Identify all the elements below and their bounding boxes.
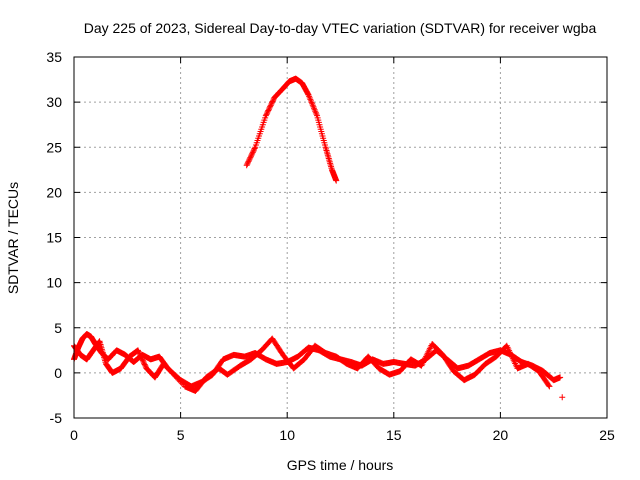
data-points <box>71 75 566 401</box>
data-point-low-track-b <box>142 362 149 369</box>
y-tick-label: 10 <box>46 275 62 291</box>
data-point-low-track-b <box>138 353 145 360</box>
data-point-low-track-b <box>546 383 553 390</box>
x-tick-label: 25 <box>599 427 615 443</box>
data-point-peak-arc <box>309 100 316 107</box>
data-point-peak-arc <box>307 96 314 103</box>
y-tick-label: 0 <box>54 365 62 381</box>
data-point-peak-arc <box>308 99 315 106</box>
data-point-low-track-b <box>545 382 552 389</box>
data-point-peak-arc <box>270 97 277 104</box>
data-point-peak-arc <box>267 102 274 109</box>
data-point-low-track-b <box>141 360 148 367</box>
data-point-peak-arc <box>269 98 276 105</box>
data-point-peak-arc <box>245 158 252 165</box>
x-tick-label: 15 <box>386 427 402 443</box>
x-tick-label: 0 <box>70 427 78 443</box>
grid <box>74 57 607 418</box>
data-point-outlier <box>559 394 566 401</box>
data-point-low-track-b <box>138 355 145 362</box>
data-point-peak-arc <box>264 108 271 115</box>
data-point-peak-arc <box>268 101 275 108</box>
data-point-low-track-b <box>139 357 146 364</box>
data-point-peak-arc <box>247 153 254 160</box>
data-point-peak-arc <box>311 106 318 113</box>
data-point-low-track-b <box>134 347 141 354</box>
data-point-low-track-b <box>137 352 144 359</box>
data-point-peak-arc <box>244 159 251 166</box>
data-point-peak-arc <box>247 154 254 161</box>
data-point-low-track-b <box>135 348 142 355</box>
data-point-peak-arc <box>312 108 319 115</box>
axes: 0 5 10 15 20 25 -5 0 5 10 15 20 25 30 35 <box>46 49 615 443</box>
data-point-peak-arc <box>251 145 258 152</box>
y-axis-label: SDTVAR / TECUs <box>5 182 21 294</box>
y-tick-label: 20 <box>46 184 62 200</box>
data-point-peak-arc <box>248 151 255 158</box>
data-point-low-track-b <box>140 358 147 365</box>
data-point-low-track-b <box>139 356 146 363</box>
data-point-peak-arc <box>263 111 270 118</box>
data-point-peak-arc <box>333 177 340 184</box>
data-point-peak-arc <box>307 97 314 104</box>
y-tick-label: 5 <box>54 320 62 336</box>
data-point-peak-arc <box>312 109 319 116</box>
data-point-peak-arc <box>313 111 320 118</box>
data-point-peak-arc <box>310 103 317 110</box>
y-tick-label: 15 <box>46 230 62 246</box>
data-point-peak-arc <box>309 102 316 109</box>
data-point-peak-arc <box>246 155 253 162</box>
data-point-peak-arc <box>264 110 271 117</box>
data-point-peak-arc <box>305 91 312 98</box>
data-point-peak-arc <box>251 146 258 153</box>
data-point-peak-arc <box>265 106 272 113</box>
data-point-peak-arc <box>244 161 251 168</box>
data-point-low-track-b <box>141 361 148 368</box>
x-tick-label: 10 <box>279 427 295 443</box>
x-tick-label: 20 <box>493 427 509 443</box>
data-point-low-track-b <box>136 351 143 358</box>
data-point-peak-arc <box>250 148 257 155</box>
chart-title: Day 225 of 2023, Sidereal Day-to-day VTE… <box>84 20 597 36</box>
y-tick-label: 30 <box>46 94 62 110</box>
data-point-low-track-b <box>136 349 143 356</box>
x-tick-label: 5 <box>177 427 185 443</box>
data-point-peak-arc <box>265 107 272 114</box>
data-point-peak-arc <box>306 94 313 101</box>
data-point-peak-arc <box>249 149 256 156</box>
data-point-peak-arc <box>306 93 313 100</box>
data-point-peak-arc <box>262 112 269 119</box>
x-axis-label: GPS time / hours <box>287 457 394 473</box>
data-point-low-track-a <box>557 374 564 381</box>
data-point-peak-arc <box>267 103 274 110</box>
y-tick-label: 25 <box>46 139 62 155</box>
data-point-peak-arc <box>243 162 250 169</box>
data-point-peak-arc <box>311 105 318 112</box>
data-point-peak-arc <box>249 150 256 157</box>
data-point-peak-arc <box>246 157 253 164</box>
data-point-peak-arc <box>268 99 275 106</box>
y-tick-label: -5 <box>50 410 63 426</box>
data-point-peak-arc <box>266 104 273 111</box>
y-tick-label: 35 <box>46 49 62 65</box>
